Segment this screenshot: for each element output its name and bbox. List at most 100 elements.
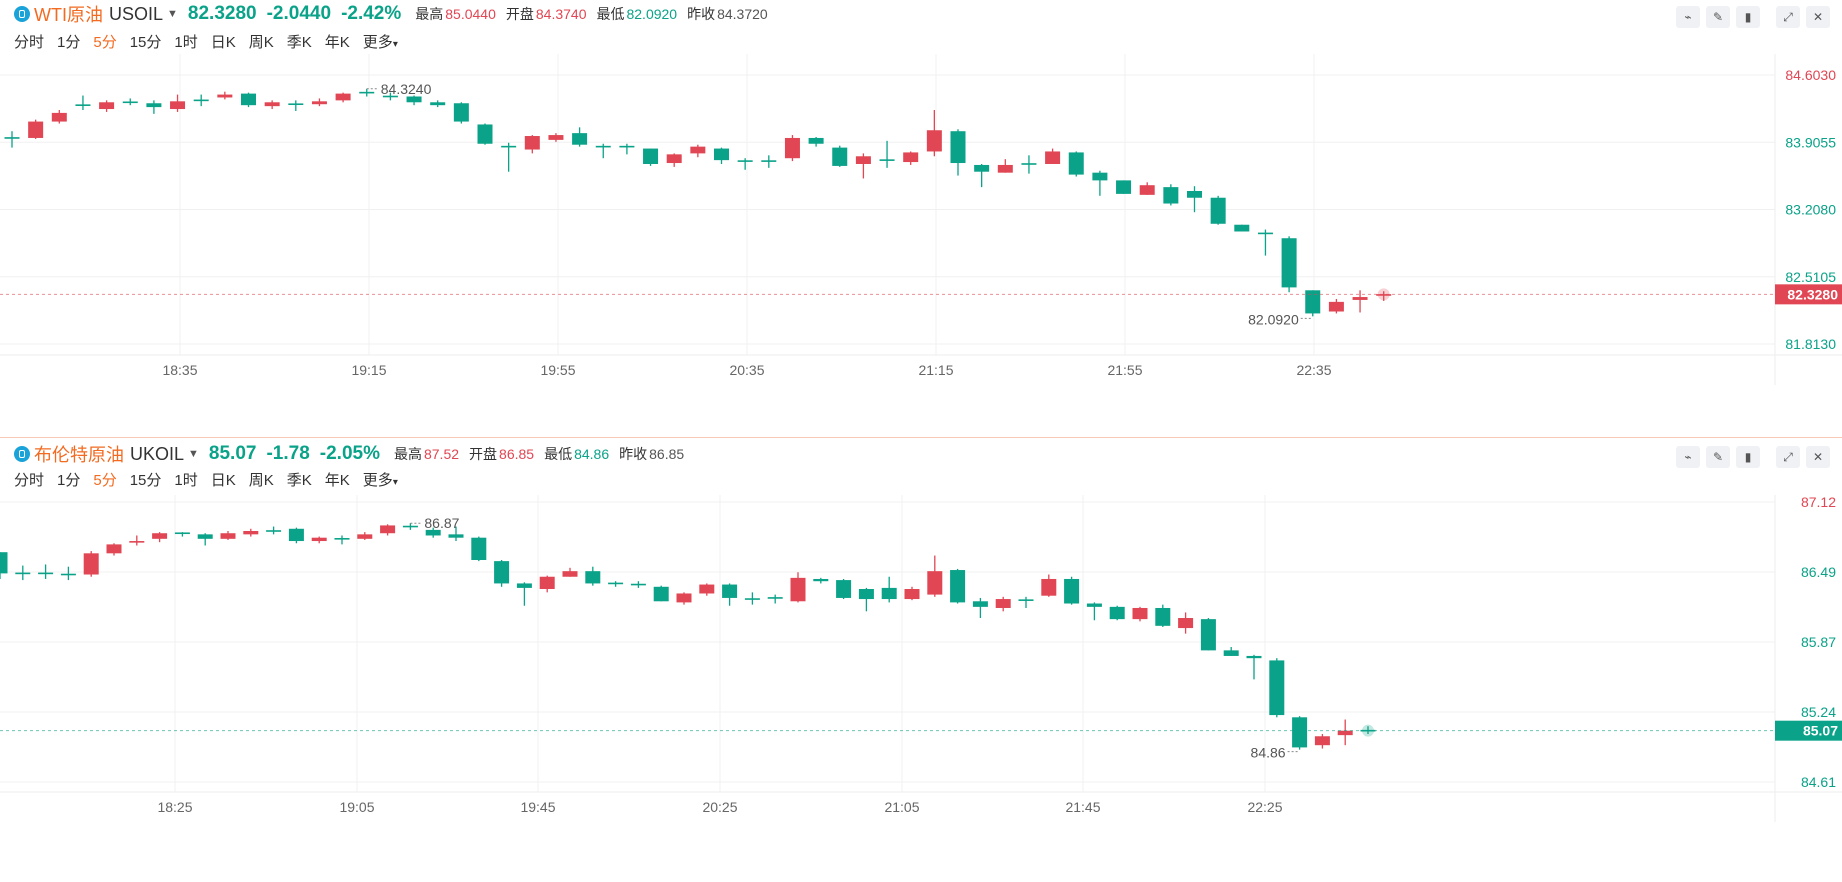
candle-body bbox=[832, 147, 848, 166]
candle-body bbox=[1257, 232, 1273, 235]
expand-icon[interactable]: ⤢ bbox=[1776, 446, 1800, 468]
candle-body bbox=[1314, 736, 1330, 746]
tab-interval[interactable]: 15分 bbox=[129, 34, 162, 51]
candle-body bbox=[193, 99, 209, 102]
candle-body bbox=[311, 101, 327, 105]
tab-interval[interactable]: 分时 bbox=[14, 472, 45, 489]
instrument-symbol[interactable]: UKOIL bbox=[130, 443, 185, 464]
stat-high-label: 最高 bbox=[393, 446, 422, 462]
tab-interval-active[interactable]: 5分 bbox=[93, 472, 117, 489]
candle-body bbox=[28, 121, 44, 138]
tab-interval[interactable]: 年K bbox=[324, 472, 350, 489]
expand-icon[interactable]: ⤢ bbox=[1776, 6, 1800, 28]
tab-interval[interactable]: 日K bbox=[210, 472, 236, 489]
candle-body bbox=[630, 583, 646, 586]
candle-body bbox=[382, 95, 398, 98]
close-icon[interactable]: ✕ bbox=[1806, 6, 1830, 28]
tab-interval[interactable]: 15分 bbox=[129, 472, 162, 489]
y-tick-label: 85.24 bbox=[1801, 704, 1836, 720]
candle-body bbox=[790, 577, 806, 602]
stat-low-value: 84.86 bbox=[574, 446, 610, 462]
candle-body bbox=[197, 534, 213, 539]
more-intervals-dropdown[interactable]: 更多▾ bbox=[363, 469, 398, 490]
tab-interval-active[interactable]: 5分 bbox=[93, 34, 117, 51]
quote-header: 布伦特原油 UKOIL ▼ 85.07 -1.78 -2.05% 最高 87.5… bbox=[0, 440, 1842, 468]
candle-body bbox=[997, 164, 1013, 173]
candle-body bbox=[1041, 578, 1057, 596]
tab-interval[interactable]: 年K bbox=[324, 34, 350, 51]
candle-body bbox=[357, 534, 373, 539]
tab-interval[interactable]: 周K bbox=[248, 472, 274, 489]
candle-body bbox=[1328, 301, 1344, 312]
candle-style-icon[interactable]: ▮ bbox=[1736, 6, 1760, 28]
candle-body bbox=[737, 160, 753, 162]
candle-body bbox=[406, 96, 422, 103]
line-tool-icon[interactable]: ⌁ bbox=[1676, 446, 1700, 468]
candle-body bbox=[1305, 290, 1321, 314]
tab-interval[interactable]: 1时 bbox=[174, 472, 198, 489]
symbol-dropdown-caret-icon[interactable]: ▼ bbox=[167, 8, 178, 20]
tab-interval[interactable]: 1分 bbox=[57, 34, 81, 51]
candlestick-chart[interactable]: 18:35 19:15 19:55 20:35 21:15 21:55 22:35 84.60… bbox=[0, 54, 1842, 437]
candle-body bbox=[1021, 163, 1037, 165]
x-tick-label: 18:25 bbox=[157, 799, 192, 815]
line-tool-icon[interactable]: ⌁ bbox=[1676, 6, 1700, 28]
tab-interval[interactable]: 分时 bbox=[14, 34, 45, 51]
x-tick-label: 21:55 bbox=[1107, 362, 1142, 378]
wti-chart-panel: WTI原油 USOIL ▼ 82.3280 -2.0440 -2.42% 最高 … bbox=[0, 0, 1842, 438]
candlestick-chart[interactable]: 18:25 19:05 19:45 20:25 21:05 21:45 22:25 87.12… bbox=[0, 495, 1842, 882]
last-price-tag-label: 82.3280 bbox=[1787, 286, 1838, 302]
draw-pen-icon[interactable]: ✎ bbox=[1706, 446, 1730, 468]
y-tick-label: 85.87 bbox=[1801, 634, 1836, 650]
low-annotation: 84.86 bbox=[1251, 745, 1286, 761]
stat-low-label: 最低 bbox=[544, 446, 573, 462]
stat-low-label: 最低 bbox=[596, 6, 625, 22]
stat-prevclose-label: 昨收 bbox=[619, 446, 648, 462]
price-change-pct: -2.42% bbox=[341, 3, 402, 24]
candle-body bbox=[477, 124, 493, 144]
instrument-name[interactable]: WTI原油 bbox=[34, 5, 103, 25]
candle-body bbox=[744, 598, 760, 600]
x-tick-label: 21:15 bbox=[918, 362, 953, 378]
candle-body bbox=[619, 145, 635, 148]
candle-body bbox=[572, 133, 588, 145]
candle-body bbox=[15, 572, 31, 575]
candle-body bbox=[690, 146, 706, 154]
candle-body bbox=[51, 112, 67, 122]
stat-open-value: 84.3740 bbox=[535, 6, 587, 22]
candle-style-icon[interactable]: ▮ bbox=[1736, 446, 1760, 468]
instrument-name[interactable]: 布伦特原油 bbox=[34, 445, 124, 465]
price-change: -1.78 bbox=[266, 443, 310, 464]
tab-interval[interactable]: 季K bbox=[286, 472, 312, 489]
candle-body bbox=[1163, 187, 1179, 204]
more-intervals-dropdown[interactable]: 更多▾ bbox=[363, 31, 398, 52]
last-price: 85.07 bbox=[208, 443, 257, 464]
candle-body bbox=[1178, 618, 1194, 629]
draw-pen-icon[interactable]: ✎ bbox=[1706, 6, 1730, 28]
high-annotation: 86.87 bbox=[424, 515, 459, 531]
candle-body bbox=[643, 148, 659, 164]
tab-interval[interactable]: 1时 bbox=[174, 34, 198, 51]
candle-body bbox=[430, 102, 446, 106]
symbol-dropdown-caret-icon[interactable]: ▼ bbox=[188, 448, 199, 460]
close-icon[interactable]: ✕ bbox=[1806, 446, 1830, 468]
candle-body bbox=[334, 538, 350, 540]
candle-body bbox=[855, 156, 871, 164]
tab-interval[interactable]: 周K bbox=[248, 34, 274, 51]
y-tick-label: 81.8130 bbox=[1785, 336, 1836, 352]
candle-body bbox=[1292, 717, 1308, 748]
stat-high-value: 87.52 bbox=[423, 446, 460, 462]
tab-interval[interactable]: 1分 bbox=[57, 472, 81, 489]
stat-prevclose-value: 84.3720 bbox=[717, 6, 768, 22]
tab-interval[interactable]: 日K bbox=[210, 34, 236, 51]
candle-body bbox=[170, 101, 186, 110]
candle-body bbox=[243, 531, 259, 535]
symbol-logo-icon bbox=[14, 6, 30, 22]
tab-interval[interactable]: 季K bbox=[286, 34, 312, 51]
last-price-pulse bbox=[1362, 724, 1374, 737]
instrument-symbol[interactable]: USOIL bbox=[109, 3, 164, 24]
candle-body bbox=[813, 578, 829, 582]
candle-body bbox=[516, 583, 532, 588]
candle-body bbox=[99, 102, 115, 110]
candle-body bbox=[106, 544, 122, 554]
